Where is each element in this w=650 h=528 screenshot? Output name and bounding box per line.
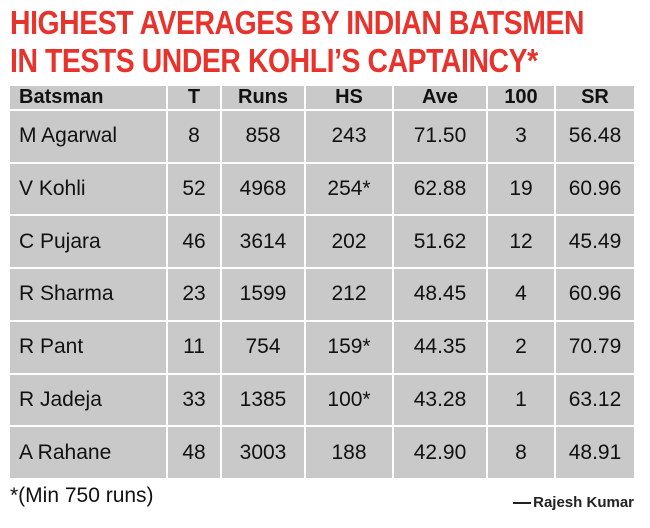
table-row: V Kohli 52 4968 254* 62.88 19 60.96 — [8, 161, 636, 217]
cell-batsman: R Pant — [8, 319, 168, 375]
cell-batsman: R Sharma — [8, 267, 168, 322]
header-batsman: Batsman — [8, 84, 168, 111]
cell-batsman: V Kohli — [8, 161, 168, 217]
cell-tests: 33 — [166, 372, 222, 428]
header-tests: T — [166, 84, 222, 111]
cell-highest-score: 254* — [304, 161, 394, 217]
stats-table: Batsman T Runs HS Ave 100 SR M Agarwal 8… — [8, 84, 636, 480]
cell-runs: 3003 — [220, 425, 306, 480]
header-highest-score: HS — [304, 84, 394, 111]
stats-table-container: Batsman T Runs HS Ave 100 SR M Agarwal 8… — [8, 84, 636, 480]
cell-average: 62.88 — [392, 161, 488, 217]
cell-hundreds: 4 — [486, 267, 556, 322]
cell-average: 48.45 — [392, 267, 488, 322]
cell-strike-rate: 60.96 — [554, 161, 636, 217]
cell-average: 71.50 — [392, 109, 488, 164]
credit: Rajesh Kumar — [513, 494, 634, 511]
cell-average: 44.35 — [392, 319, 488, 375]
cell-runs: 1599 — [220, 267, 306, 322]
cell-highest-score: 212 — [304, 267, 394, 322]
cell-batsman: R Jadeja — [8, 372, 168, 428]
cell-hundreds: 1 — [486, 372, 556, 428]
table-row: C Pujara 46 3614 202 51.62 12 45.49 — [8, 214, 636, 270]
cell-batsman: M Agarwal — [8, 109, 168, 164]
cell-tests: 52 — [166, 161, 222, 217]
table-row: M Agarwal 8 858 243 71.50 3 56.48 — [8, 109, 636, 164]
credit-name: Rajesh Kumar — [533, 494, 634, 511]
cell-strike-rate: 56.48 — [554, 109, 636, 164]
table-row: R Jadeja 33 1385 100* 43.28 1 63.12 — [8, 372, 636, 428]
cell-strike-rate: 45.49 — [554, 214, 636, 270]
cell-batsman: C Pujara — [8, 214, 168, 270]
cell-tests: 8 — [166, 109, 222, 164]
cell-batsman: A Rahane — [8, 425, 168, 480]
cell-hundreds: 2 — [486, 319, 556, 375]
title-line-2: IN TESTS UNDER KOHLI’S CAPTAINCY* — [10, 42, 538, 79]
cell-average: 43.28 — [392, 372, 488, 428]
cell-runs: 858 — [220, 109, 306, 164]
credit-dash — [513, 502, 532, 505]
cell-runs: 4968 — [220, 161, 306, 217]
cell-highest-score: 100* — [304, 372, 394, 428]
table-row: R Sharma 23 1599 212 48.45 4 60.96 — [8, 267, 636, 322]
cell-strike-rate: 63.12 — [554, 372, 636, 428]
header-strike-rate: SR — [554, 84, 636, 111]
table-header-row: Batsman T Runs HS Ave 100 SR — [8, 84, 636, 111]
cell-runs: 754 — [220, 319, 306, 375]
table-row: A Rahane 48 3003 188 42.90 8 48.91 — [8, 425, 636, 480]
title-line-1: HIGHEST AVERAGES BY INDIAN BATSMEN — [10, 4, 585, 41]
cell-highest-score: 243 — [304, 109, 394, 164]
cell-hundreds: 19 — [486, 161, 556, 217]
cell-tests: 23 — [166, 267, 222, 322]
cell-strike-rate: 48.91 — [554, 425, 636, 480]
footnote: *(Min 750 runs) — [10, 484, 154, 507]
cell-strike-rate: 70.79 — [554, 319, 636, 375]
cell-hundreds: 12 — [486, 214, 556, 270]
cell-highest-score: 188 — [304, 425, 394, 480]
cell-tests: 46 — [166, 214, 222, 270]
cell-average: 51.62 — [392, 214, 488, 270]
cell-highest-score: 159* — [304, 319, 394, 375]
cell-runs: 1385 — [220, 372, 306, 428]
cell-average: 42.90 — [392, 425, 488, 480]
cell-hundreds: 3 — [486, 109, 556, 164]
header-runs: Runs — [220, 84, 306, 111]
cell-tests: 48 — [166, 425, 222, 480]
table-row: R Pant 11 754 159* 44.35 2 70.79 — [8, 319, 636, 375]
cell-highest-score: 202 — [304, 214, 394, 270]
cell-tests: 11 — [166, 319, 222, 375]
cell-strike-rate: 60.96 — [554, 267, 636, 322]
header-hundreds: 100 — [486, 84, 556, 111]
cell-runs: 3614 — [220, 214, 306, 270]
page-title: HIGHEST AVERAGES BY INDIAN BATSMEN IN TE… — [10, 4, 585, 80]
header-average: Ave — [392, 84, 488, 111]
cell-hundreds: 8 — [486, 425, 556, 480]
